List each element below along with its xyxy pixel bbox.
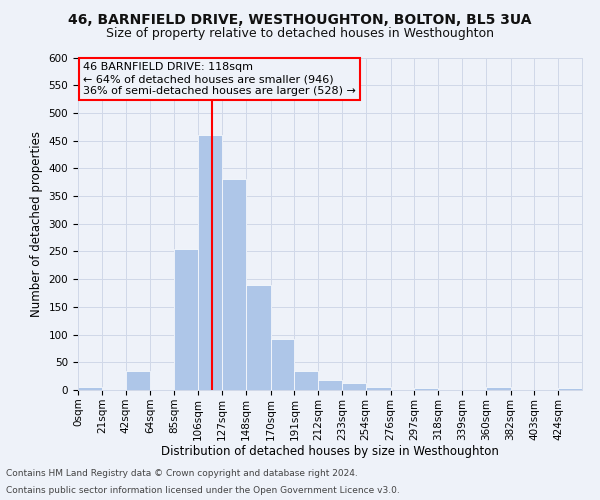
Text: Contains public sector information licensed under the Open Government Licence v3: Contains public sector information licen…	[6, 486, 400, 495]
Text: 46, BARNFIELD DRIVE, WESTHOUGHTON, BOLTON, BL5 3UA: 46, BARNFIELD DRIVE, WESTHOUGHTON, BOLTO…	[68, 12, 532, 26]
Text: Contains HM Land Registry data © Crown copyright and database right 2024.: Contains HM Land Registry data © Crown c…	[6, 468, 358, 477]
Bar	[415, 388, 438, 390]
Bar	[271, 339, 295, 390]
Text: 46 BARNFIELD DRIVE: 118sqm
← 64% of detached houses are smaller (946)
36% of sem: 46 BARNFIELD DRIVE: 118sqm ← 64% of deta…	[83, 62, 356, 96]
Bar	[486, 387, 511, 390]
Bar	[342, 384, 365, 390]
Bar	[318, 380, 342, 390]
Bar	[198, 135, 222, 390]
Bar	[295, 370, 318, 390]
Bar	[174, 248, 198, 390]
Bar	[222, 180, 245, 390]
Bar	[558, 388, 582, 390]
Text: Size of property relative to detached houses in Westhoughton: Size of property relative to detached ho…	[106, 28, 494, 40]
Bar	[365, 387, 391, 390]
Bar	[245, 284, 271, 390]
Bar	[78, 387, 102, 390]
Y-axis label: Number of detached properties: Number of detached properties	[30, 130, 43, 317]
Bar	[125, 370, 151, 390]
X-axis label: Distribution of detached houses by size in Westhoughton: Distribution of detached houses by size …	[161, 446, 499, 458]
